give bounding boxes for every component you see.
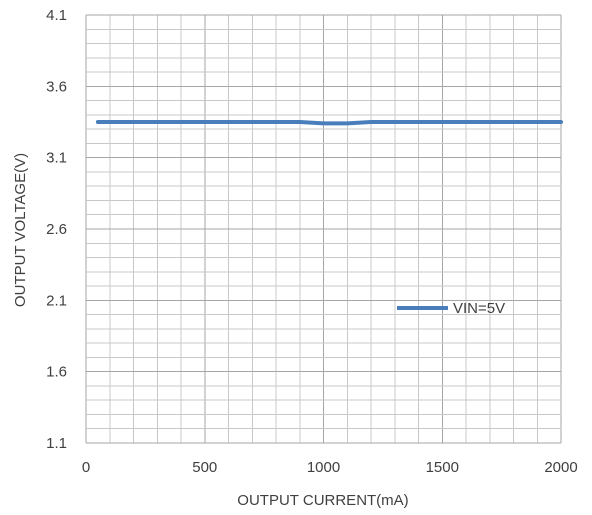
chart-series: [95, 120, 563, 126]
x-tick-label: 1500: [426, 459, 459, 476]
y-axis-ticks: 1.1 1.6 2.1 2.6 3.1 3.6 4.1: [46, 7, 67, 452]
y-tick-label: 4.1: [46, 7, 67, 24]
legend-label-vin-5v: VIN=5V: [453, 300, 505, 317]
y-tick-label: 1.1: [46, 435, 67, 452]
series-line-vin-5v: [95, 120, 563, 126]
x-tick-label: 500: [192, 459, 217, 476]
chart-grid: [85, 14, 562, 444]
y-axis-title: OUTPUT VOLTAGE(V): [12, 153, 29, 307]
x-tick-label: 0: [82, 459, 90, 476]
y-tick-label: 2.1: [46, 292, 67, 309]
chart-legend: VIN=5V: [397, 300, 505, 317]
y-tick-label: 2.6: [46, 221, 67, 238]
y-tick-label: 3.1: [46, 150, 67, 167]
x-axis-title: OUTPUT CURRENT(mA): [237, 492, 408, 509]
y-tick-label: 1.6: [46, 364, 67, 381]
y-tick-label: 3.6: [46, 78, 67, 95]
x-tick-label: 1000: [307, 459, 340, 476]
x-tick-label: 2000: [544, 459, 577, 476]
x-axis-ticks: 0 500 1000 1500 2000: [82, 459, 578, 476]
